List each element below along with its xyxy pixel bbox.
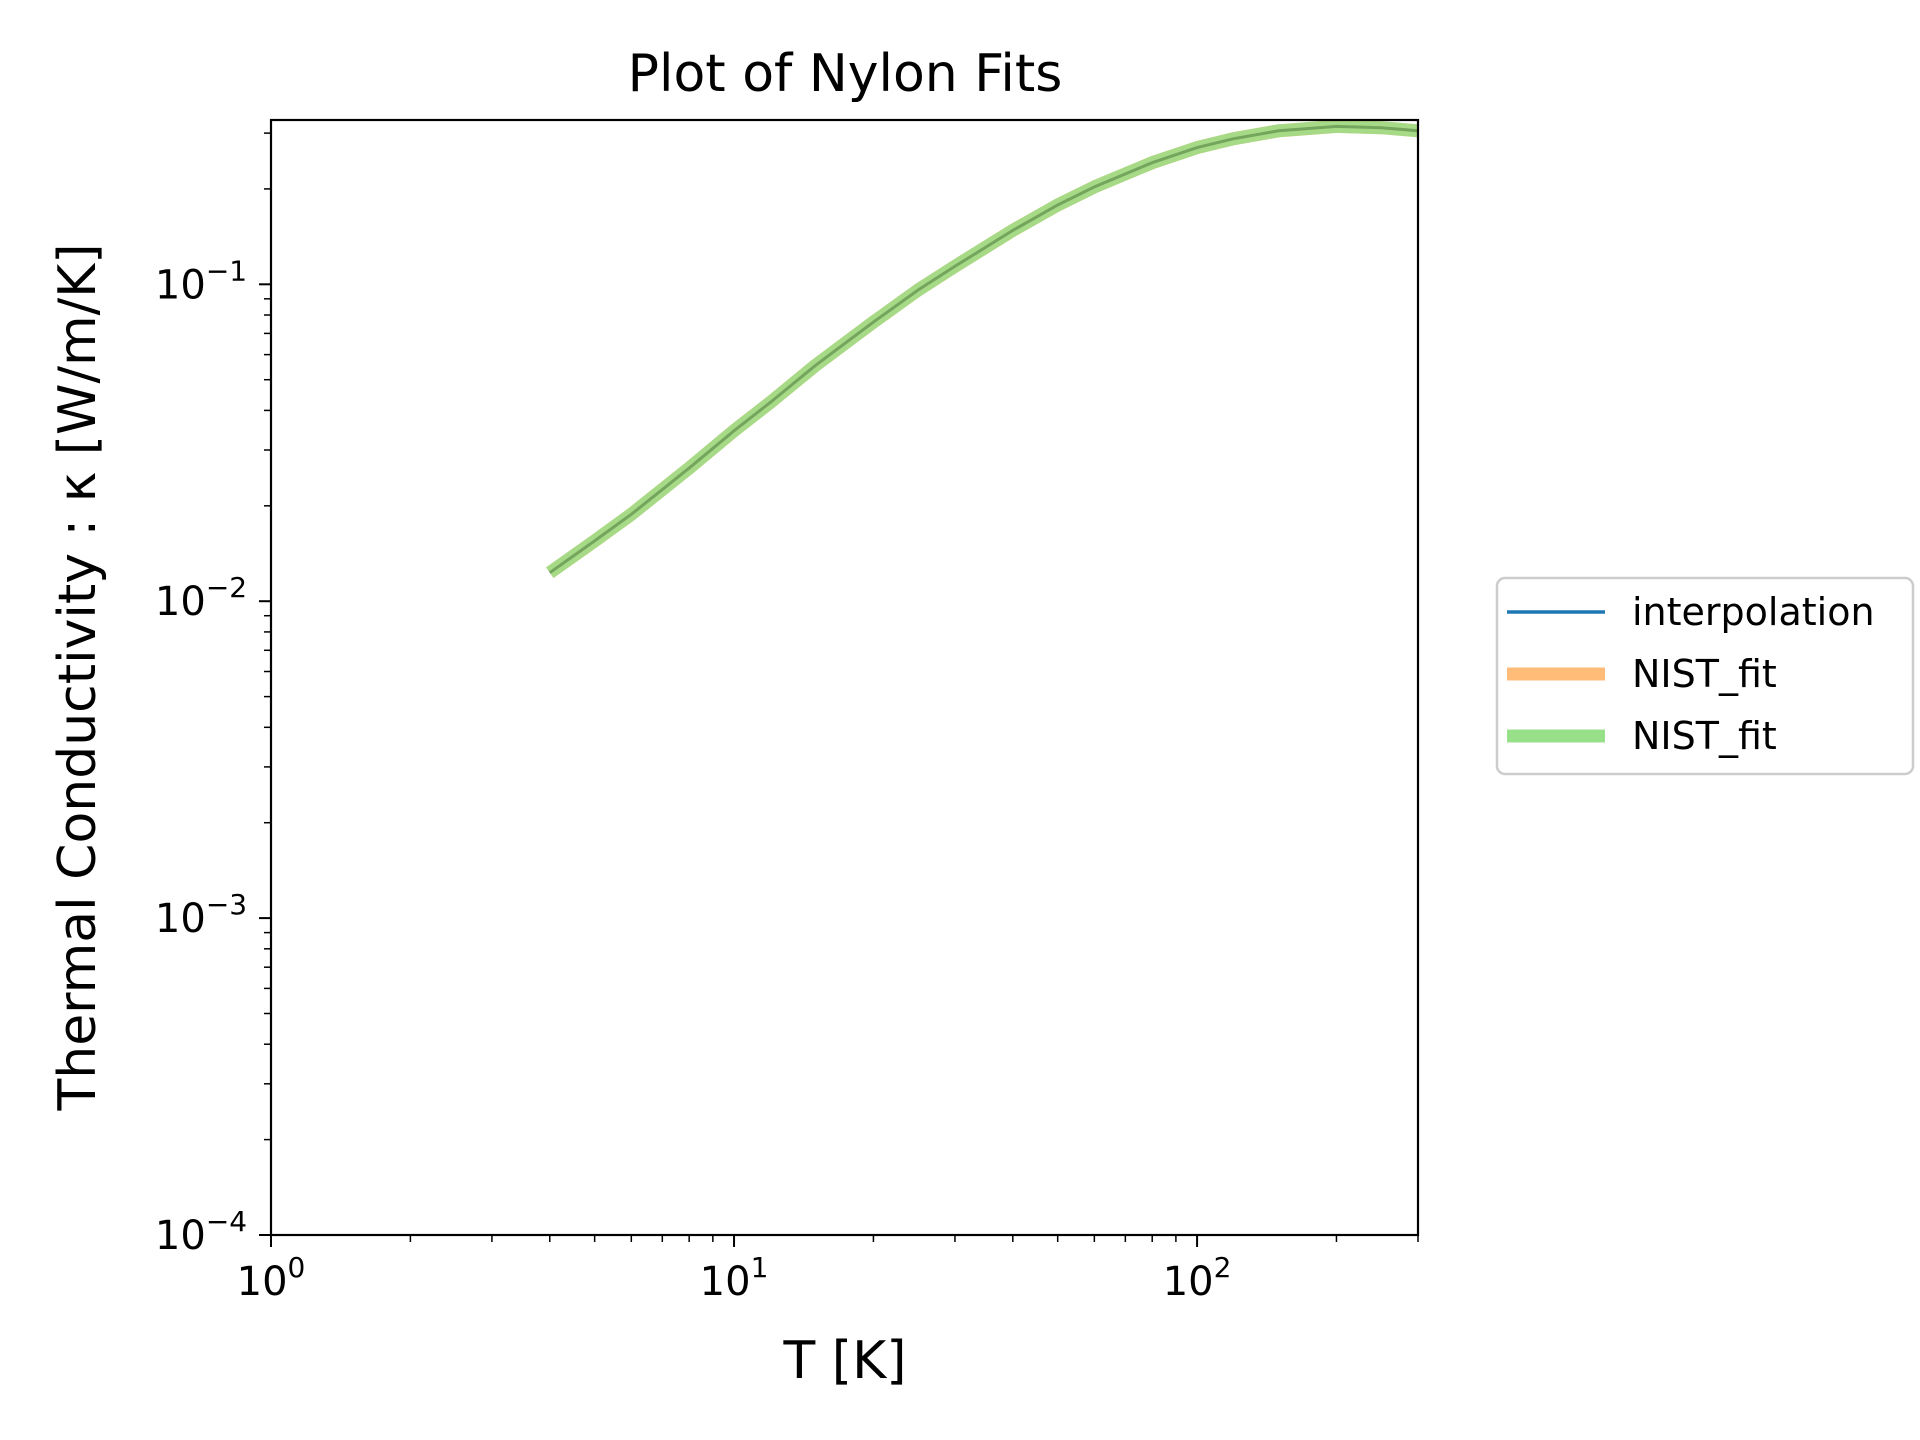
legend-label-3: NIST_fit (1632, 714, 1777, 758)
x-axis-ticks: 100 101 102 (237, 1235, 1419, 1305)
series-layer (546, 119, 1419, 579)
plot-frame (269, 118, 1420, 1237)
series-line-center (548, 124, 1419, 574)
legend-label-2: NIST_fit (1632, 652, 1777, 696)
legend: interpolation NIST_fit NIST_fit (1495, 576, 1915, 776)
legend-label-1: interpolation (1632, 590, 1875, 634)
x-axis-label: T [K] (783, 1331, 907, 1391)
y-tick-label: 10−4 (155, 1205, 247, 1259)
chart-title: Plot of Nylon Fits (628, 44, 1063, 104)
legend-box (1495, 576, 1915, 776)
y-axis-label: Thermal Conductivity : κ [W/m/K] (48, 243, 108, 1111)
